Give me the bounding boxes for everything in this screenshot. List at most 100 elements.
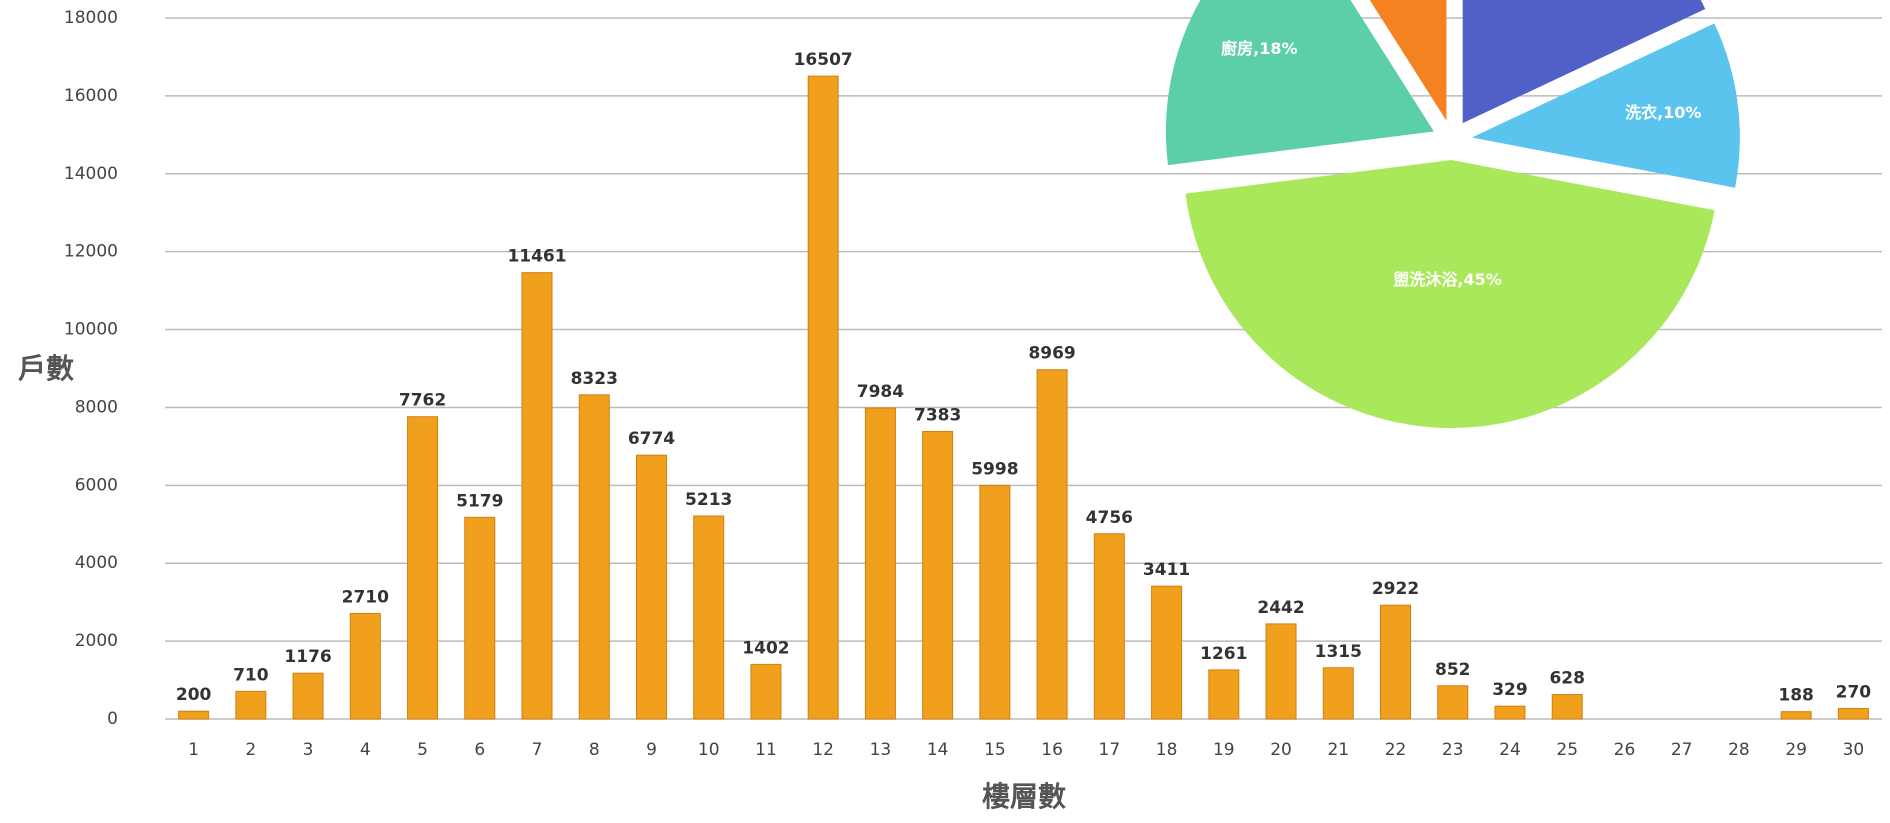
data-label: 200: [176, 685, 212, 705]
x-tick-label: 4: [360, 740, 371, 760]
data-label: 628: [1549, 669, 1585, 689]
bar: [635, 454, 667, 720]
bar: [464, 516, 496, 720]
x-tick-label: 3: [303, 740, 314, 760]
x-tick-label: 23: [1442, 740, 1464, 760]
x-tick-label: 7: [532, 740, 543, 760]
y-tick-label: 6000: [75, 475, 118, 495]
x-tick-label: 5: [417, 740, 428, 760]
data-label: 7984: [857, 382, 904, 402]
data-label: 8323: [571, 369, 618, 389]
data-label: 270: [1836, 682, 1872, 702]
x-tick-label: 13: [870, 740, 892, 760]
data-label: 1261: [1200, 644, 1247, 664]
bar: [1208, 669, 1240, 720]
slice-label: 盥洗沐浴,45%: [1393, 270, 1501, 289]
x-tick-label: 8: [589, 740, 600, 760]
bar: [235, 690, 267, 720]
bar: [407, 416, 439, 720]
bar: [864, 407, 896, 720]
data-label: 7762: [399, 391, 446, 411]
data-label: 11461: [507, 247, 566, 267]
pie-slice: [1369, 0, 1447, 121]
x-tick-label: 26: [1614, 740, 1636, 760]
bar: [693, 515, 725, 720]
slice-label: 廚房,18%: [1221, 39, 1297, 58]
x-tick-label: 2: [245, 740, 256, 760]
pie-slice: [1471, 23, 1740, 188]
data-label: 5998: [971, 459, 1018, 479]
bar: [349, 612, 381, 720]
x-tick-label: 28: [1728, 740, 1750, 760]
bar: [292, 672, 324, 720]
data-label: 1315: [1315, 642, 1362, 662]
y-tick-label: 16000: [64, 86, 118, 106]
bar: [1151, 585, 1183, 720]
bar: [1322, 667, 1354, 720]
bar: [578, 394, 610, 720]
bar: [1036, 369, 1068, 720]
x-tick-label: 15: [984, 740, 1006, 760]
data-label: 1176: [284, 647, 331, 667]
x-tick-label: 6: [474, 740, 485, 760]
y-tick-label: 0: [107, 709, 118, 729]
bar: [1494, 705, 1526, 720]
bar: [1380, 604, 1412, 720]
data-label: 8969: [1028, 344, 1075, 364]
bar: [521, 272, 553, 720]
x-tick-label: 29: [1785, 740, 1807, 760]
x-tick-label: 24: [1499, 740, 1521, 760]
data-label: 852: [1435, 660, 1471, 680]
bar: [979, 484, 1011, 720]
pie-slice: [1165, 0, 1434, 166]
y-tick-label: 18000: [64, 8, 118, 28]
y-tick-label: 8000: [75, 397, 118, 417]
x-tick-label: 11: [755, 740, 777, 760]
bar: [1780, 711, 1812, 720]
data-label: 329: [1492, 680, 1528, 700]
bar: [1265, 623, 1297, 720]
x-tick-label: 20: [1270, 740, 1292, 760]
data-label: 6774: [628, 429, 675, 449]
x-tick-label: 14: [927, 740, 949, 760]
x-tick-label: 25: [1556, 740, 1578, 760]
bar: [178, 710, 210, 720]
x-tick-label: 30: [1843, 740, 1865, 760]
data-label: 710: [233, 665, 269, 685]
x-tick-label: 9: [646, 740, 657, 760]
bar: [1093, 533, 1125, 720]
pie-slice: [1462, 0, 1706, 124]
x-tick-label: 22: [1385, 740, 1407, 760]
y-tick-label: 14000: [64, 164, 118, 184]
x-tick-label: 17: [1099, 740, 1121, 760]
data-label: 2442: [1257, 598, 1304, 618]
data-label: 188: [1778, 686, 1814, 706]
y-tick-label: 4000: [75, 553, 118, 573]
x-tick-label: 12: [812, 740, 834, 760]
data-label: 2710: [342, 587, 389, 607]
bar: [1551, 694, 1583, 720]
y-tick-label: 12000: [64, 242, 118, 262]
data-label: 3411: [1143, 560, 1190, 580]
data-label: 1402: [742, 638, 789, 658]
data-label: 4756: [1086, 508, 1133, 528]
pie-slice: [1185, 159, 1715, 428]
x-axis-title: 樓層數: [982, 780, 1066, 813]
x-tick-label: 27: [1671, 740, 1693, 760]
y-tick-label: 10000: [64, 320, 118, 340]
x-tick-label: 19: [1213, 740, 1235, 760]
x-tick-label: 18: [1156, 740, 1178, 760]
slice-label: 洗衣,10%: [1625, 103, 1701, 122]
x-tick-label: 1: [188, 740, 199, 760]
bar: [1437, 685, 1469, 720]
y-axis-title: 戶數: [18, 352, 74, 385]
y-tick-label: 2000: [75, 631, 118, 651]
data-label: 5179: [456, 491, 503, 511]
data-label: 16507: [794, 50, 853, 70]
data-label: 5213: [685, 490, 732, 510]
x-tick-label: 10: [698, 740, 720, 760]
x-tick-label: 21: [1327, 740, 1349, 760]
bar: [807, 75, 839, 720]
bar: [922, 430, 954, 720]
